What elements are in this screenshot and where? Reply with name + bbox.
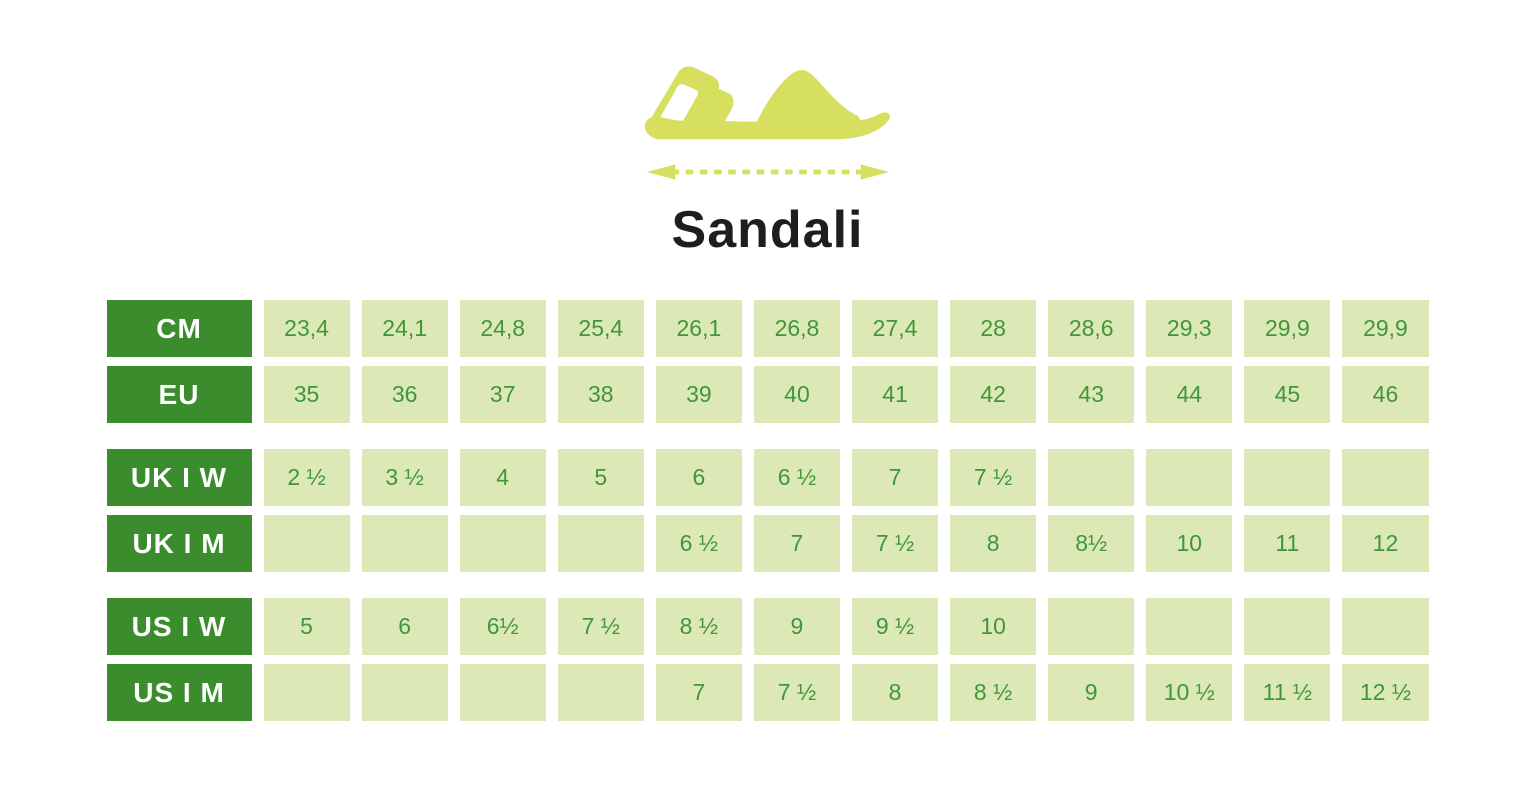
size-cell-empty — [459, 515, 546, 572]
size-cell: 29,3 — [1146, 300, 1233, 357]
size-cell-empty — [1342, 598, 1429, 655]
size-cell: 12 — [1342, 515, 1429, 572]
size-cell: 45 — [1244, 366, 1331, 423]
size-cell: 9 — [1048, 664, 1135, 721]
row-group: CM 23,4 24,1 24,8 25,4 26,1 26,8 27,4 28 28,6 29,3… — [106, 300, 1429, 423]
size-cell: 9 — [753, 598, 840, 655]
sandal-icon — [644, 66, 890, 140]
size-cell: 29,9 — [1244, 300, 1331, 357]
size-cell: 11 — [1244, 515, 1331, 572]
size-cell: 26,1 — [655, 300, 742, 357]
size-cell: 37 — [459, 366, 546, 423]
size-cell: 38 — [557, 366, 644, 423]
size-cell: 10 — [1146, 515, 1233, 572]
size-cell: 42 — [950, 366, 1037, 423]
size-cell: 35 — [263, 366, 350, 423]
size-conversion-table: CM 23,4 24,1 24,8 25,4 26,1 26,8 27,4 28 28,6 29,3… — [106, 300, 1429, 721]
size-cell: 7 ½ — [557, 598, 644, 655]
size-cell: 8 ½ — [655, 598, 742, 655]
size-cell: 8 — [852, 664, 939, 721]
size-cell: 7 — [753, 515, 840, 572]
size-cell: 6 — [361, 598, 448, 655]
size-cell: 26,8 — [753, 300, 840, 357]
row-header-us-i-w: US I W — [106, 598, 252, 655]
size-cell: 11 ½ — [1244, 664, 1331, 721]
size-cell-empty — [361, 664, 448, 721]
size-cell: 10 ½ — [1146, 664, 1233, 721]
size-cell: 29,9 — [1342, 300, 1429, 357]
size-cell: 9 ½ — [852, 598, 939, 655]
size-cell-empty — [1048, 598, 1135, 655]
size-cell: 7 ½ — [852, 515, 939, 572]
size-cell: 24,1 — [361, 300, 448, 357]
size-cell-empty — [361, 515, 448, 572]
size-cell-empty — [1342, 449, 1429, 506]
size-cell: 40 — [753, 366, 840, 423]
size-cell: 46 — [1342, 366, 1429, 423]
size-cell: 27,4 — [852, 300, 939, 357]
size-cell: 6 ½ — [753, 449, 840, 506]
row-header-eu: EU — [106, 366, 252, 423]
size-cell-empty — [263, 664, 350, 721]
size-cell: 4 — [459, 449, 546, 506]
size-cell: 36 — [361, 366, 448, 423]
size-cell: 7 ½ — [753, 664, 840, 721]
row-header-uk-i-w: UK I W — [106, 449, 252, 506]
size-cell: 41 — [852, 366, 939, 423]
size-cell: 6 — [655, 449, 742, 506]
size-cell: 5 — [557, 449, 644, 506]
size-cell: 25,4 — [557, 300, 644, 357]
size-cell-empty — [263, 515, 350, 572]
size-cell: 6½ — [459, 598, 546, 655]
hero-section: Sandali — [618, 0, 918, 260]
size-cell: 28 — [950, 300, 1037, 357]
size-row-eu: EU 35 36 37 38 39 40 41 42 43 44 45 46 — [106, 366, 1429, 423]
size-cell: 2 ½ — [263, 449, 350, 506]
size-cell-empty — [557, 664, 644, 721]
size-cell: 5 — [263, 598, 350, 655]
size-cell-empty — [1146, 449, 1233, 506]
size-cell: 7 — [852, 449, 939, 506]
page-title: Sandali — [671, 201, 864, 259]
size-cell-empty — [1244, 598, 1331, 655]
size-cell-empty — [557, 515, 644, 572]
size-cell: 3 ½ — [361, 449, 448, 506]
size-cell-empty — [1244, 449, 1331, 506]
size-cell: 8½ — [1048, 515, 1135, 572]
row-header-uk-i-m: UK I M — [106, 515, 252, 572]
size-cell: 39 — [655, 366, 742, 423]
size-cell: 8 — [950, 515, 1037, 572]
size-cell-empty — [1048, 449, 1135, 506]
row-header-us-i-m: US I M — [106, 664, 252, 721]
size-cell: 7 ½ — [950, 449, 1037, 506]
size-row-cm: CM 23,4 24,1 24,8 25,4 26,1 26,8 27,4 28 28,6 29,3… — [106, 300, 1429, 357]
size-cell: 7 — [655, 664, 742, 721]
size-cell-empty — [1146, 598, 1233, 655]
length-arrow-icon — [646, 164, 889, 180]
size-cell-empty — [459, 664, 546, 721]
size-cell: 44 — [1146, 366, 1233, 423]
size-cell: 12 ½ — [1342, 664, 1429, 721]
size-cell: 6 ½ — [655, 515, 742, 572]
size-cell: 8 ½ — [950, 664, 1037, 721]
row-header-cm: CM — [106, 300, 252, 357]
size-cell: 43 — [1048, 366, 1135, 423]
size-cell: 24,8 — [459, 300, 546, 357]
size-cell: 23,4 — [263, 300, 350, 357]
size-cell: 10 — [950, 598, 1037, 655]
size-cell: 28,6 — [1048, 300, 1135, 357]
